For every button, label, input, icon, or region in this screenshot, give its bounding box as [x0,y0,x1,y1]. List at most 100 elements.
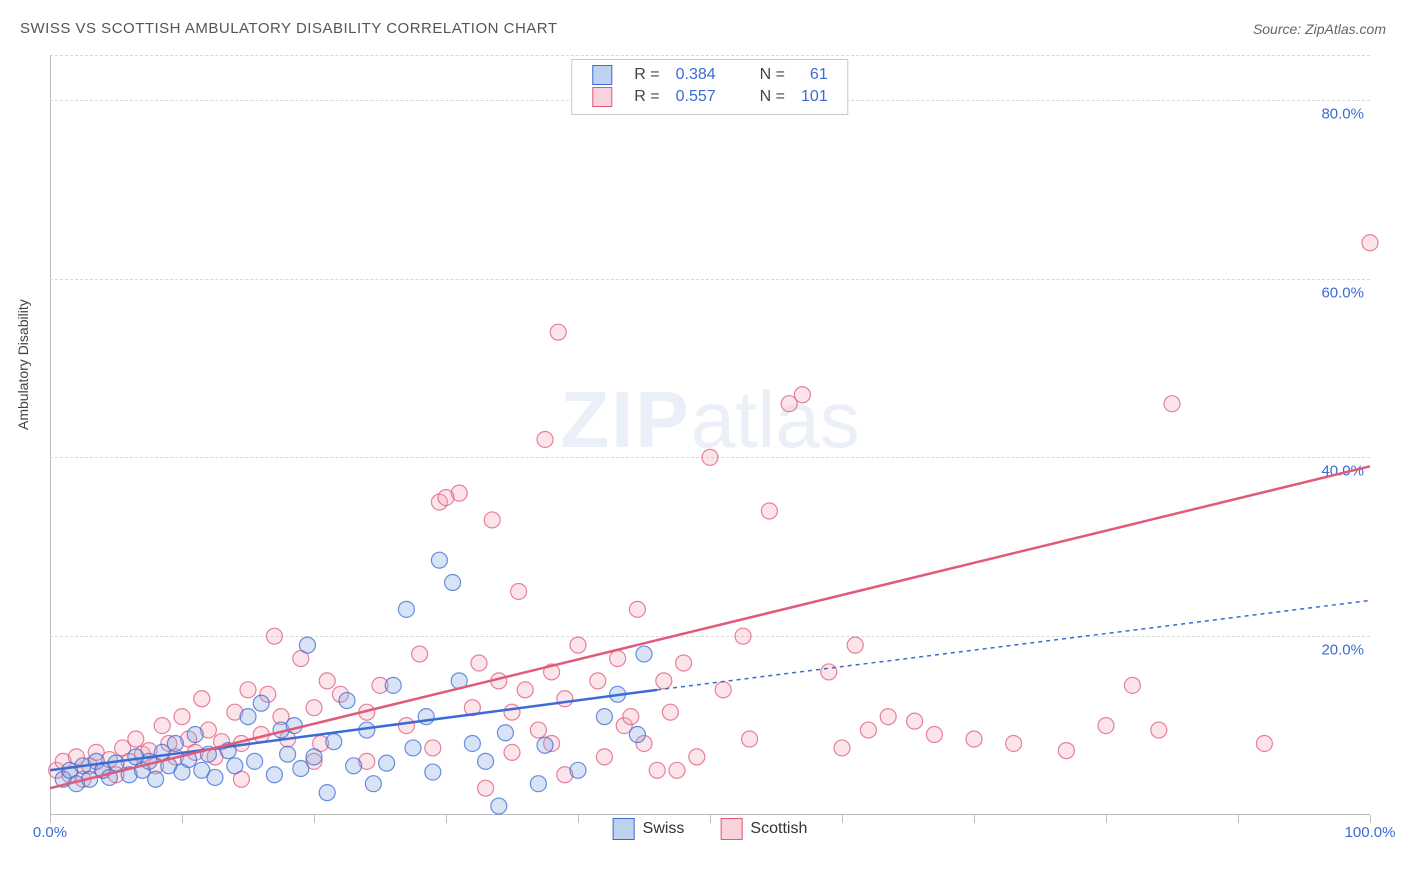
scottish-point [412,646,428,662]
scottish-point [649,762,665,778]
swiss-point [207,769,223,785]
x-tick [1370,815,1371,823]
scottish-point [128,731,144,747]
swiss-point [478,753,494,769]
scottish-trend-line [50,466,1370,788]
scottish-point [537,431,553,447]
stats-legend: R =0.384 N =61 R =0.557 N =101 [571,59,848,115]
scottish-point [557,691,573,707]
stats-row-swiss: R =0.384 N =61 [584,64,835,86]
swiss-point [346,758,362,774]
scottish-point [319,673,335,689]
scottish-point [689,749,705,765]
swiss-point [280,746,296,762]
scottish-point [821,664,837,680]
scottish-point [669,762,685,778]
swiss-swatch-icon [613,818,635,840]
swiss-point [530,776,546,792]
scottish-point [240,682,256,698]
x-tick-label: 100.0% [1345,824,1396,841]
scottish-point [570,637,586,653]
scottish-point [794,387,810,403]
scatter-plot: 20.0%40.0%60.0%80.0% 0.0%100.0% ZIPatlas… [50,55,1370,815]
r-label: R = [626,64,667,86]
scottish-point [154,718,170,734]
x-tick [314,815,315,823]
scottish-point [530,722,546,738]
scottish-point [517,682,533,698]
n-label: N = [752,86,793,108]
scottish-point [438,490,454,506]
legend-label: Swiss [643,820,685,838]
swiss-point [596,709,612,725]
scottish-point [504,744,520,760]
x-tick [842,815,843,823]
scottish-point [504,704,520,720]
swiss-point [385,677,401,693]
scottish-point [398,718,414,734]
scottish-swatch-icon [720,818,742,840]
scottish-point [676,655,692,671]
n-label: N = [752,64,793,86]
x-tick [1238,815,1239,823]
scottish-point [1151,722,1167,738]
scottish-point [702,449,718,465]
n-value: 61 [793,64,836,86]
r-label: R = [626,86,667,108]
swiss-point [339,693,355,709]
swiss-point [326,734,342,750]
swiss-point [365,776,381,792]
x-tick [1106,815,1107,823]
scottish-point [1362,235,1378,251]
swiss-point [464,735,480,751]
scottish-point [629,601,645,617]
scottish-point [478,780,494,796]
swiss-point [187,727,203,743]
scottish-point [735,628,751,644]
scottish-point [715,682,731,698]
swiss-point [491,798,507,814]
x-tick [974,815,975,823]
swiss-point [253,695,269,711]
swiss-point [167,735,183,751]
swiss-point [306,749,322,765]
scottish-point [662,704,678,720]
chart-title: SWISS VS SCOTTISH AMBULATORY DISABILITY … [20,20,558,37]
legend-item-scottish: Scottish [720,818,807,840]
r-value: 0.557 [668,86,724,108]
swiss-point [299,637,315,653]
r-value: 0.384 [668,64,724,86]
n-value: 101 [793,86,836,108]
scottish-point [880,709,896,725]
x-tick-label: 0.0% [33,824,67,841]
swiss-swatch-icon [592,65,612,85]
scottish-point [550,324,566,340]
scottish-point [1256,735,1272,751]
swiss-point [431,552,447,568]
scottish-point [926,727,942,743]
x-tick [182,815,183,823]
swiss-point [247,753,263,769]
scottish-swatch-icon [592,87,612,107]
scottish-point [1124,677,1140,693]
scottish-point [511,583,527,599]
scottish-point [266,628,282,644]
scottish-point [1058,743,1074,759]
swiss-point [148,771,164,787]
swiss-point [445,575,461,591]
chart-canvas [50,55,1370,815]
swiss-point [240,709,256,725]
x-tick [578,815,579,823]
scottish-point [590,673,606,689]
swiss-point [537,737,553,753]
swiss-point [497,725,513,741]
swiss-point [293,761,309,777]
scottish-point [761,503,777,519]
swiss-point [629,727,645,743]
scottish-point [623,709,639,725]
scottish-point [174,709,190,725]
scottish-point [1164,396,1180,412]
swiss-point [405,740,421,756]
swiss-point [266,767,282,783]
scottish-point [484,512,500,528]
